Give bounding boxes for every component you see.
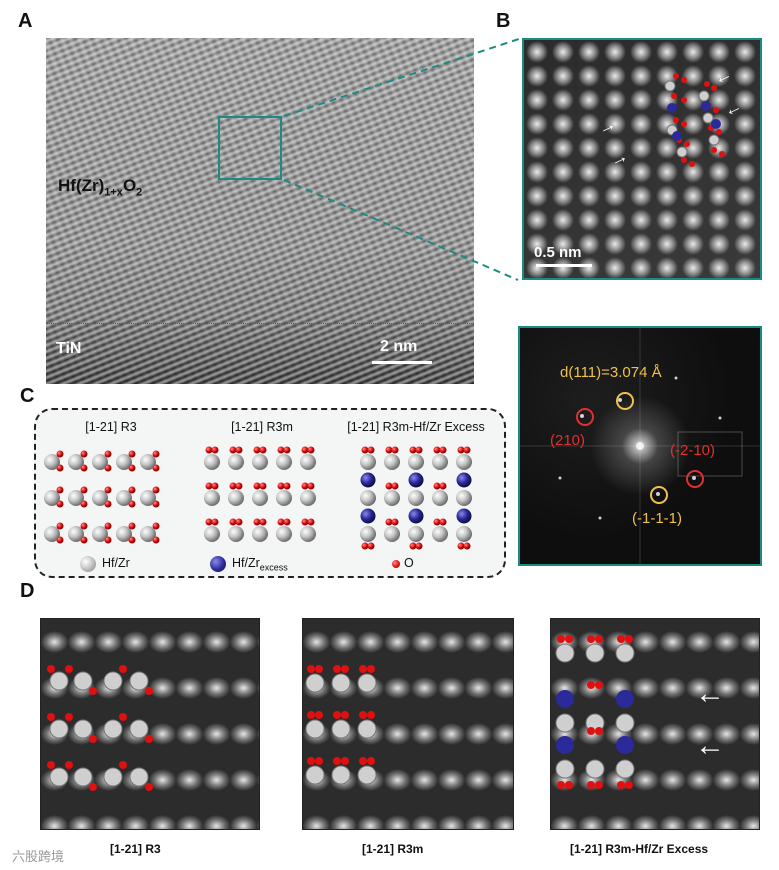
legend-o-swatch bbox=[392, 560, 400, 568]
legend-excess-label: Hf/Zrexcess bbox=[232, 556, 288, 573]
structure-title-r3: [1-21] R3 bbox=[85, 420, 137, 434]
caption-r3: [1-21] R3 bbox=[110, 842, 161, 856]
hrtem-image-a: Hf(Zr)1+xO2 TiN 2 nm bbox=[46, 38, 474, 384]
hrtem-zoom-image-b: → → ← ← 0.5 nm bbox=[522, 38, 762, 280]
panel-label-c: C bbox=[20, 385, 35, 407]
structure-title-r3m: [1-21] R3m bbox=[231, 420, 293, 434]
material-label: Hf(Zr)1+xO2 bbox=[58, 176, 143, 199]
spot-111-ring bbox=[616, 392, 634, 410]
caption-r3m: [1-21] R3m bbox=[362, 842, 424, 856]
spot-210-label: (210) bbox=[550, 432, 586, 449]
arrow-indicator-1: ← bbox=[695, 677, 725, 710]
spot-m2m10-ring bbox=[686, 470, 704, 488]
legend-hf-label: Hf/Zr bbox=[102, 556, 130, 570]
scale-label-b: 0.5 nm bbox=[534, 244, 582, 261]
sim-overlay-r3m-excess bbox=[555, 635, 635, 789]
legend-excess-swatch bbox=[210, 556, 226, 572]
scale-label-a: 2 nm bbox=[380, 338, 418, 355]
panel-label-d: D bbox=[20, 580, 35, 602]
simulated-image-r3 bbox=[40, 618, 260, 830]
spot-m1m1m1-ring bbox=[650, 486, 668, 504]
structure-title-r3m-excess: [1-21] R3m-Hf/Zr Excess bbox=[347, 420, 485, 434]
structure-models-drawing bbox=[44, 446, 472, 550]
legend-hf-swatch bbox=[80, 556, 96, 572]
simulated-image-r3m-excess: ← ← bbox=[550, 618, 760, 830]
structure-models-box: [1-21] R3 [1-21] R3m [1-21] R3m-Hf/Zr Ex… bbox=[34, 408, 506, 578]
scale-bar-b bbox=[536, 264, 592, 267]
caption-r3m-excess: [1-21] R3m-Hf/Zr Excess bbox=[570, 842, 709, 856]
zoom-region-box bbox=[218, 116, 282, 180]
interface-line bbox=[46, 323, 474, 325]
spot-m2m10-label: (-2-10) bbox=[670, 442, 716, 459]
substrate-label: TiN bbox=[56, 340, 82, 357]
atom-overlay-b bbox=[664, 73, 725, 167]
sim-overlay-r3 bbox=[47, 665, 153, 791]
fft-pattern: d(111)=3.074 Å (210) (-2-10) (-1-1-1) bbox=[518, 326, 762, 566]
simulated-image-r3m bbox=[302, 618, 514, 830]
watermark-logo: 六股跨境 bbox=[12, 849, 65, 864]
sim-overlay-r3m bbox=[305, 665, 377, 785]
scale-bar-a bbox=[372, 361, 432, 364]
arrow-indicator-2: ← bbox=[695, 729, 725, 762]
spot-210-ring bbox=[576, 408, 594, 426]
d-spacing-label: d(111)=3.074 Å bbox=[560, 364, 662, 381]
spot-m1m1m1-label: (-1-1-1) bbox=[632, 510, 683, 527]
legend-o-label: O bbox=[404, 556, 414, 570]
panel-label-b: B bbox=[496, 10, 511, 32]
panel-label-a: A bbox=[18, 10, 33, 32]
